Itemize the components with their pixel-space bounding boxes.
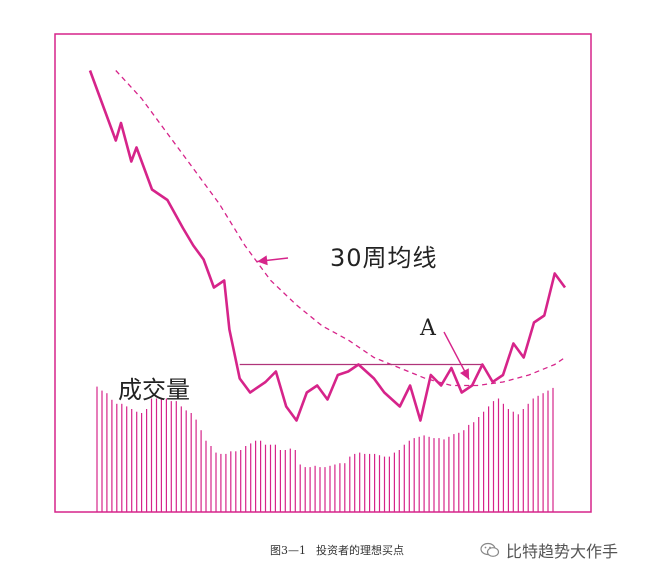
moving-average-label: 30周均线: [330, 244, 438, 272]
figure-number: 图3—1: [270, 544, 306, 557]
volume-label: 成交量: [118, 376, 190, 404]
ma-arrow: [257, 255, 289, 266]
breakout-point-label: A: [420, 316, 436, 341]
chart-frame: [54, 33, 592, 513]
wechat-icon: [480, 542, 500, 557]
arrow-head: [460, 368, 470, 380]
figure-caption: 图3—1 投资者的理想买点: [270, 542, 404, 558]
breakout-arrow: [443, 331, 470, 380]
volume-bars: [96, 386, 554, 512]
price-line: [88, 70, 567, 422]
watermark: 比特趋势大作手: [480, 538, 618, 562]
moving-average-line: [115, 70, 566, 387]
arrow-head: [257, 255, 268, 266]
watermark-text: 比特趋势大作手: [506, 542, 619, 561]
figure-caption-text: 投资者的理想买点: [316, 544, 404, 557]
